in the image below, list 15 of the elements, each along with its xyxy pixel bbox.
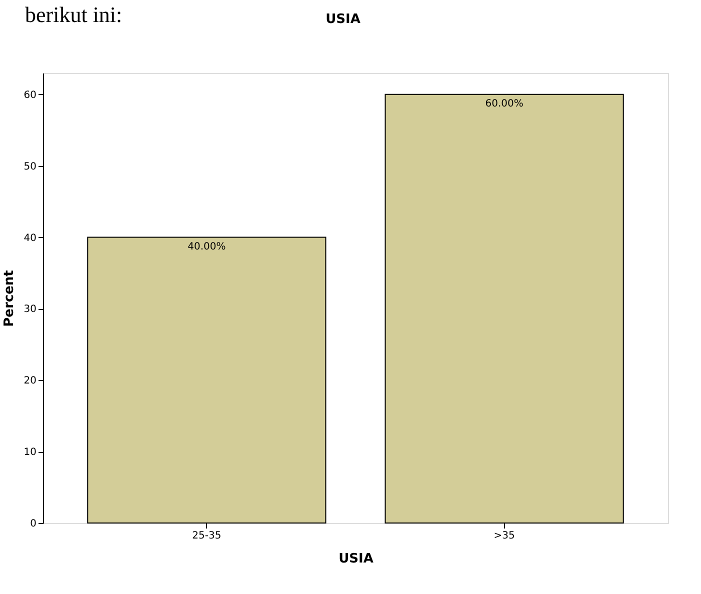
y-tick-label: 60	[24, 90, 36, 101]
y-tick-label: 20	[24, 376, 36, 387]
y-tick-label: 10	[24, 447, 36, 458]
y-tick-label: 50	[24, 161, 36, 172]
x-tick-label: >35	[494, 530, 515, 542]
y-axis-title: Percent	[2, 270, 17, 327]
y-tick-label: 40	[24, 232, 36, 244]
chart-title: USIA	[326, 12, 360, 27]
data-label: 40.00%	[188, 241, 226, 252]
y-tick-label: 0	[30, 518, 36, 530]
y-tick-label: 30	[24, 304, 36, 316]
text: berikut ini:	[25, 2, 122, 27]
data-label: 60.00%	[485, 98, 524, 110]
x-axis-title: USIA	[338, 552, 374, 566]
x-tick-label: 25-35	[192, 530, 222, 542]
